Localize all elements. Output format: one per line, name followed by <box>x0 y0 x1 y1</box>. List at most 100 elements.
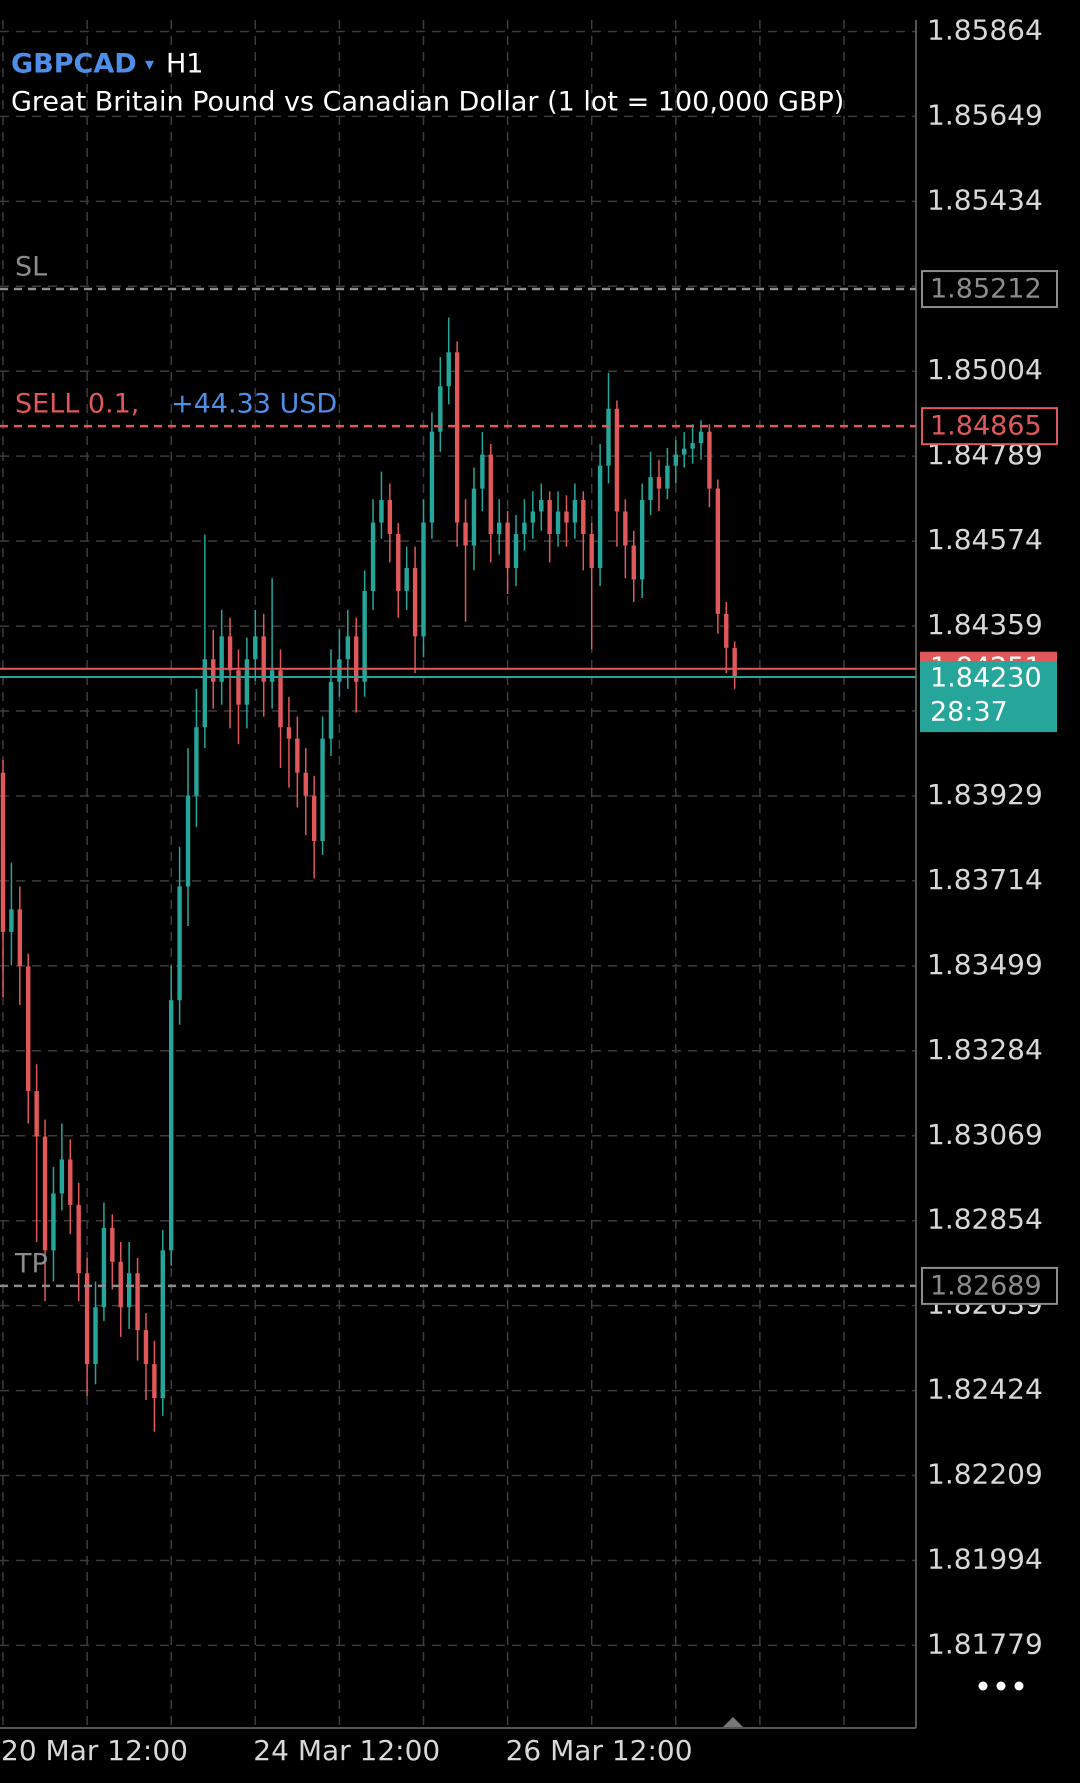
candle-body <box>362 590 367 682</box>
candle-body <box>623 511 628 546</box>
candle-body <box>387 500 393 535</box>
y-tick-label: 1.84574 <box>927 523 1043 556</box>
candle-body <box>143 1330 149 1365</box>
candle-body <box>421 522 426 637</box>
x-tick-label: 26 Mar 12:00 <box>506 1734 693 1767</box>
candle-body <box>345 636 351 660</box>
candle-body <box>34 1091 39 1137</box>
y-tick-label: 1.85434 <box>927 183 1043 216</box>
timeframe[interactable]: H1 <box>166 49 203 80</box>
candle-body <box>639 500 645 580</box>
candle-body <box>278 670 283 728</box>
candle-body <box>328 681 334 739</box>
candle-body <box>26 966 31 1092</box>
y-tick-label: 1.83069 <box>927 1118 1043 1151</box>
level-label: TP <box>14 1248 48 1279</box>
bid-value: 1.84230 <box>930 663 1042 694</box>
y-tick-label: 1.81994 <box>927 1542 1043 1575</box>
more-dot[interactable] <box>978 1681 988 1691</box>
candle-body <box>51 1193 56 1251</box>
candle-body <box>379 500 384 523</box>
bar-countdown: 28:37 <box>930 697 1008 728</box>
y-tick-label: 1.85649 <box>927 98 1043 131</box>
level-value: 1.85212 <box>930 274 1042 305</box>
candle-body <box>496 522 502 535</box>
candle-body <box>219 636 224 682</box>
candle-body <box>480 454 485 489</box>
candle-body <box>446 352 451 387</box>
level-label: SL <box>15 252 47 283</box>
y-tick-label: 1.82209 <box>927 1458 1043 1491</box>
candle-body <box>370 522 376 591</box>
candle-body <box>202 659 208 728</box>
candle-body <box>682 448 687 455</box>
candle-body <box>126 1273 132 1308</box>
candle-body <box>169 1000 174 1251</box>
candle-body <box>564 511 569 523</box>
candle-body <box>707 431 712 489</box>
candle-body <box>412 567 418 637</box>
candle-body <box>404 567 409 591</box>
candle-body <box>261 636 266 682</box>
level-profit: +44.33 USD <box>171 389 337 420</box>
candle-body <box>118 1261 123 1308</box>
more-dot[interactable] <box>1014 1681 1024 1691</box>
candle-body <box>110 1227 115 1262</box>
y-tick-label: 1.83714 <box>927 863 1043 896</box>
candle-body <box>311 795 317 842</box>
candle-body <box>17 909 23 967</box>
candle-body <box>589 534 594 568</box>
y-tick-label: 1.85864 <box>927 13 1043 46</box>
candle-body <box>539 500 544 512</box>
candle-body <box>135 1273 140 1331</box>
candle-body <box>656 477 662 489</box>
more-dot[interactable] <box>996 1681 1006 1691</box>
candle-body <box>715 488 721 614</box>
x-tick-label: 20 Mar 12:00 <box>1 1734 188 1767</box>
x-tick-label: 24 Mar 12:00 <box>253 1734 440 1767</box>
candle-body <box>488 454 493 535</box>
candle-body <box>211 659 216 682</box>
y-tick-label: 1.82854 <box>927 1203 1043 1236</box>
candle-body <box>0 772 6 932</box>
candle-body <box>160 1250 165 1399</box>
candle-body <box>572 500 578 523</box>
y-tick-label: 1.83284 <box>927 1033 1043 1066</box>
candle-body <box>690 443 695 449</box>
subtitle: Great Britain Pound vs Canadian Dollar (… <box>11 87 844 118</box>
candle-body <box>101 1227 107 1308</box>
candle-body <box>555 511 561 535</box>
candle-body <box>454 352 460 523</box>
candle-body <box>337 659 342 682</box>
candle-body <box>522 522 527 535</box>
candle-body <box>547 500 552 535</box>
candle-body <box>581 500 586 535</box>
candle-body <box>227 636 233 671</box>
y-tick-label: 1.83929 <box>927 778 1043 811</box>
candle-body <box>463 522 468 546</box>
candle-body <box>42 1136 48 1251</box>
candle-body <box>606 408 611 466</box>
candle-body <box>253 636 258 660</box>
level-box <box>921 270 1058 309</box>
symbol-menu[interactable]: ▾ <box>145 54 154 75</box>
candle-body <box>177 886 182 1001</box>
y-tick-label: 1.81779 <box>927 1627 1043 1660</box>
candle-body <box>438 386 443 432</box>
candle-body <box>93 1307 98 1365</box>
candle-body <box>354 636 359 682</box>
y-tick-label: 1.83499 <box>927 948 1043 981</box>
candle-body <box>673 454 678 466</box>
scroll-marker[interactable] <box>723 1717 743 1727</box>
candle-body <box>76 1204 81 1274</box>
symbol[interactable]: GBPCAD <box>11 49 137 80</box>
candle-body <box>236 670 241 705</box>
candle-body <box>396 534 401 591</box>
candle-body <box>244 659 250 705</box>
candle-body <box>194 727 199 796</box>
bid-box <box>920 661 1057 733</box>
candle-body <box>429 431 435 523</box>
candle-body <box>505 522 510 568</box>
